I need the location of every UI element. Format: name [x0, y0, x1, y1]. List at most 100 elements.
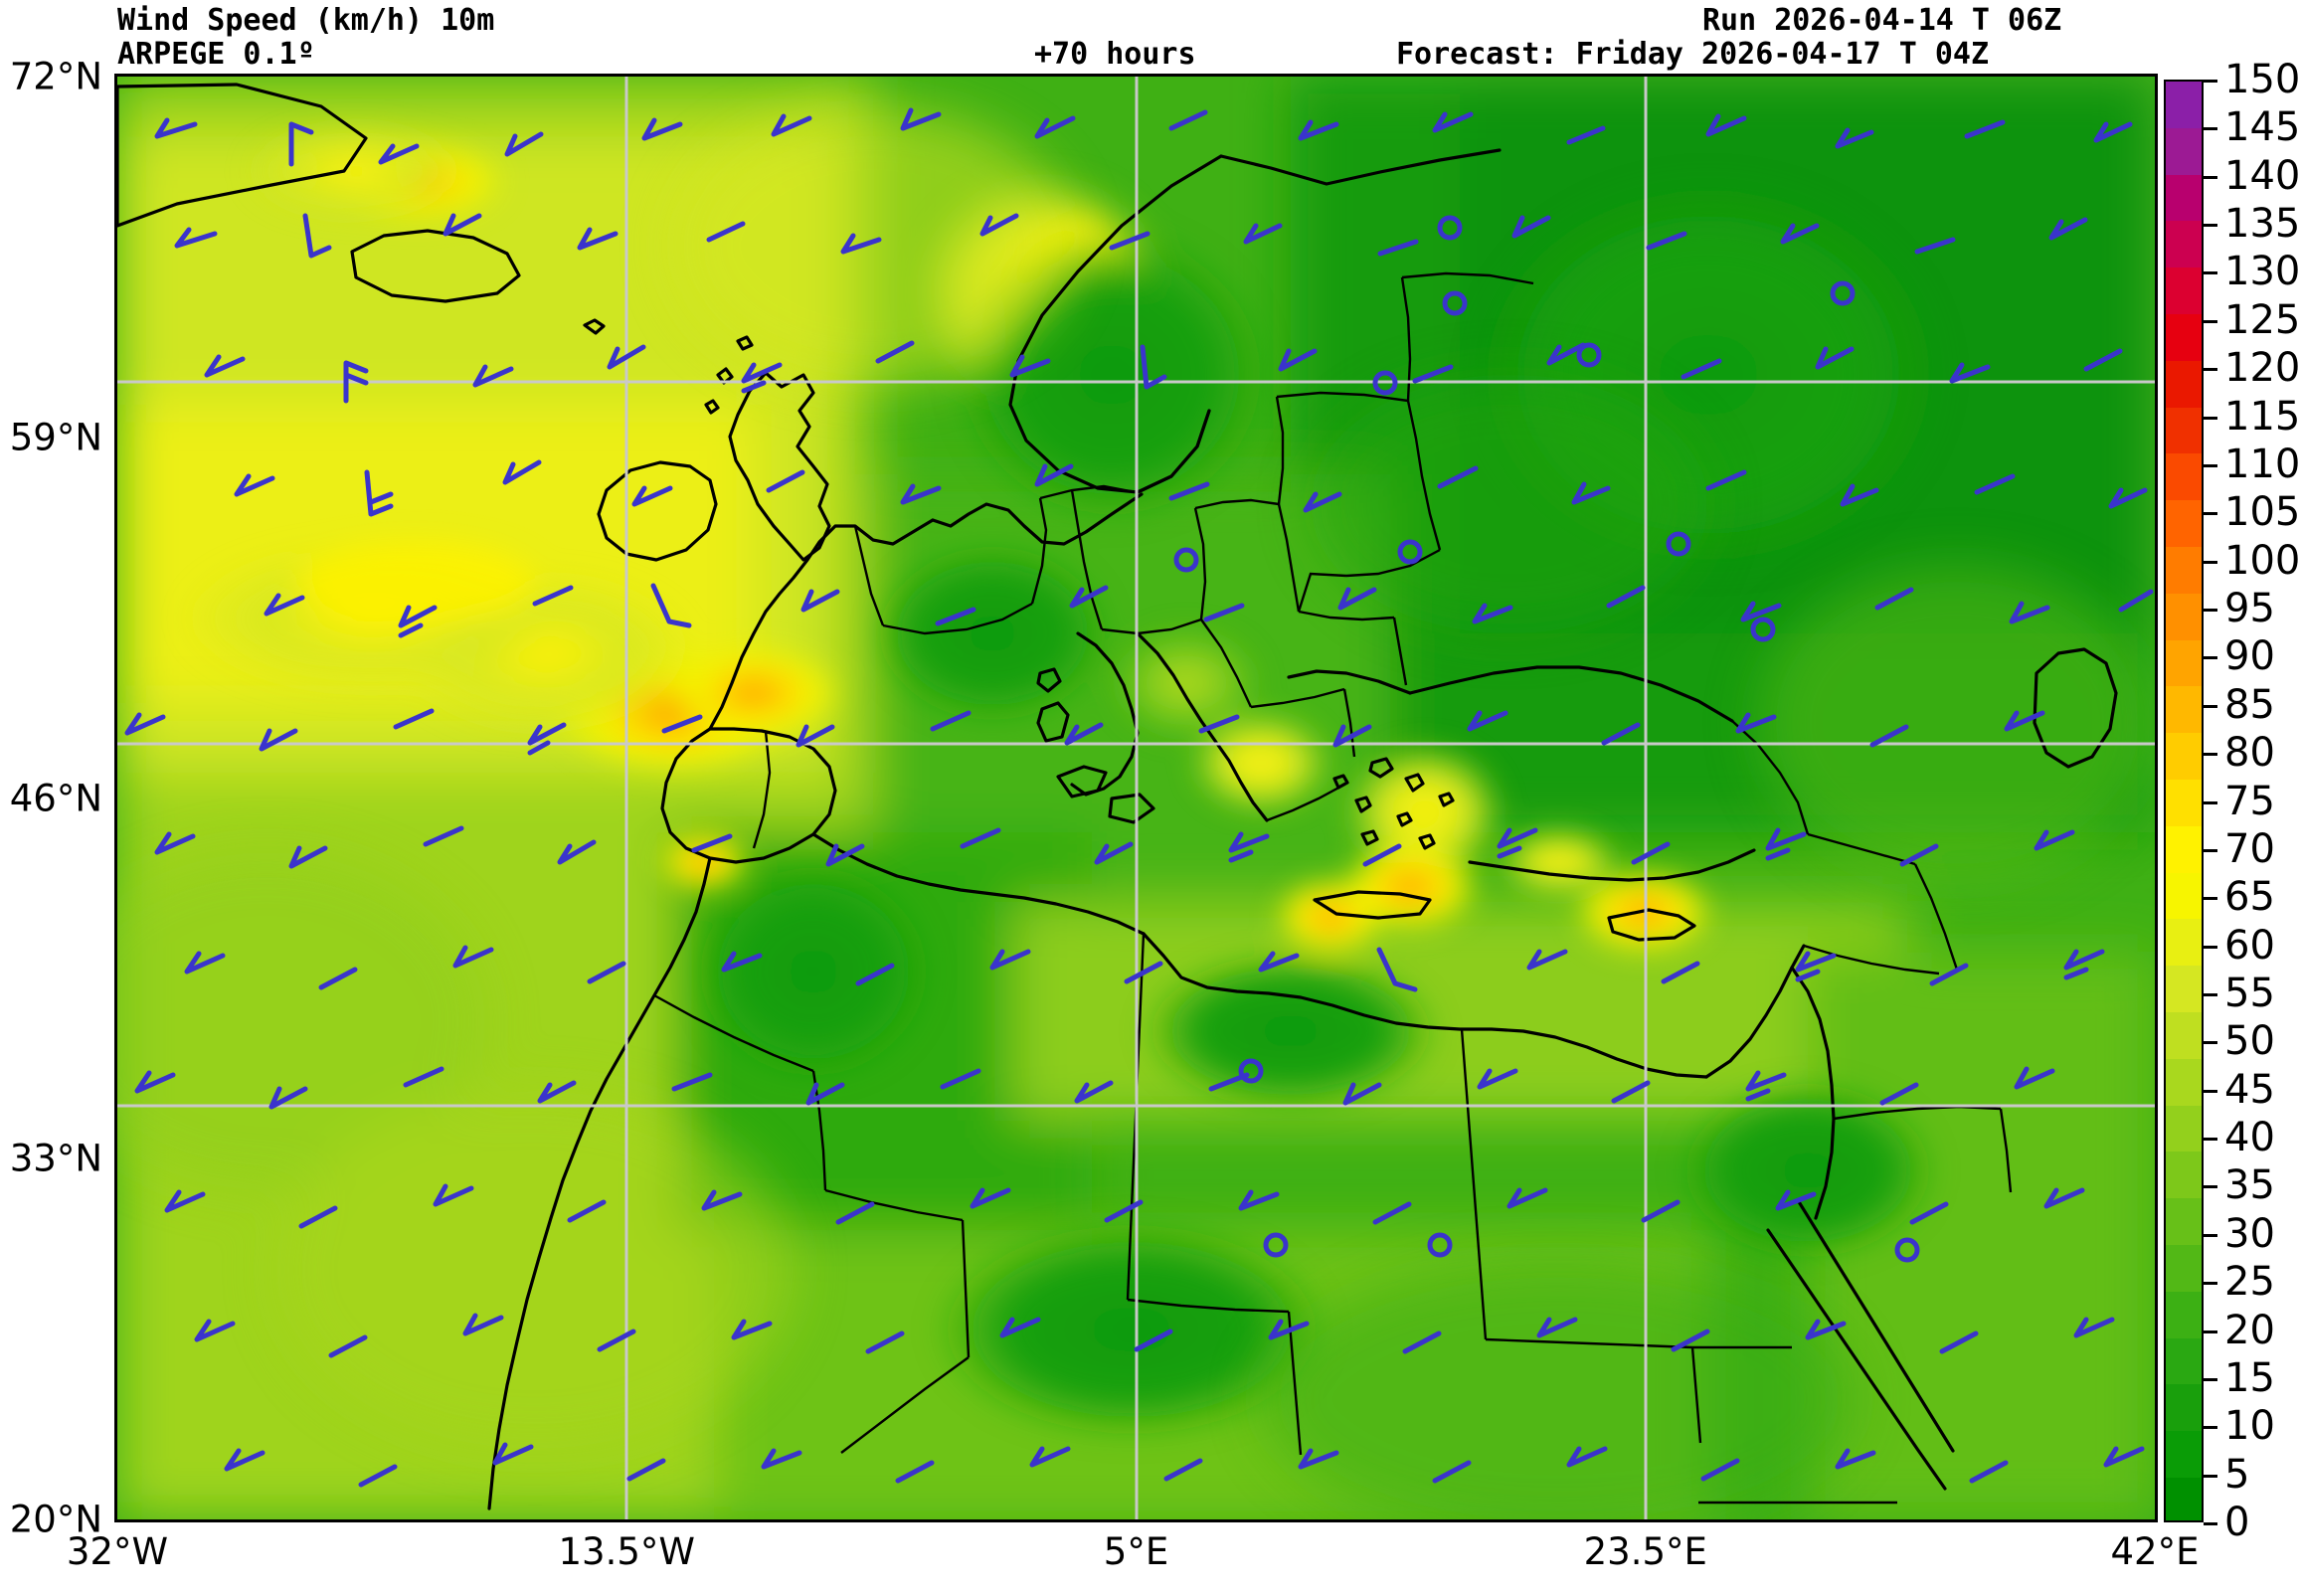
- colorbar-tick-label-90: 90: [2224, 633, 2275, 680]
- colorbar-tick-label-145: 145: [2224, 104, 2300, 151]
- colorbar-segment: [2166, 1058, 2202, 1106]
- colorbar-tick: [2204, 80, 2217, 83]
- colorbar-tick-label-0: 0: [2224, 1500, 2250, 1545]
- colorbar-tick: [2204, 945, 2217, 949]
- colorbar-segment: [2166, 1477, 2202, 1520]
- colorbar-tick-label-110: 110: [2224, 441, 2300, 487]
- colorbar-tick: [2204, 848, 2217, 852]
- colorbar-tick-label-15: 15: [2224, 1354, 2275, 1401]
- colorbar-segment: [2166, 313, 2202, 361]
- map-plot-area: [114, 74, 2158, 1522]
- colorbar-segment: [2166, 407, 2202, 454]
- colorbar-tick: [2204, 1041, 2217, 1045]
- latitude-tick-label-2: 46°N: [9, 777, 102, 819]
- colorbar-tick: [2204, 1426, 2217, 1430]
- map-canvas: [117, 77, 2155, 1519]
- calm-wind-symbols: [1173, 215, 1920, 1263]
- colorbar-tick: [2204, 416, 2217, 420]
- colorbar-tick: [2204, 897, 2217, 901]
- colorbar-tick-label-130: 130: [2224, 249, 2300, 295]
- colorbar-tick: [2204, 704, 2217, 708]
- model-label: ARPEGE 0.1º: [117, 37, 315, 72]
- colorbar-tick-label-150: 150: [2224, 57, 2300, 102]
- colorbar-tick: [2204, 271, 2217, 275]
- colorbar-tick-label-115: 115: [2224, 393, 2300, 440]
- longitude-tick-label-4: 42°E: [2110, 1530, 2200, 1573]
- coastlines-layer: [117, 83, 2118, 1510]
- colorbar-segment: [2166, 593, 2202, 640]
- colorbar-tick: [2204, 1138, 2217, 1142]
- longitude-tick-label-3: 23.5°E: [1583, 1530, 1707, 1573]
- colorbar-segment: [2166, 1152, 2202, 1199]
- colorbar-segment: [2166, 127, 2202, 175]
- colorbar-tick-label-125: 125: [2224, 296, 2300, 343]
- colorbar-segment: [2166, 546, 2202, 594]
- colorbar-tick: [2204, 1282, 2217, 1286]
- latitude-tick-label-0: 72°N: [9, 55, 102, 98]
- colorbar-segment: [2166, 360, 2202, 408]
- colorbar-tick: [2204, 609, 2217, 613]
- colorbar-segment: [2166, 872, 2202, 920]
- colorbar-tick: [2204, 1089, 2217, 1093]
- colorbar-segment: [2166, 1244, 2202, 1292]
- colorbar-tick-label-5: 5: [2224, 1451, 2250, 1498]
- colorbar-segment: [2166, 1337, 2202, 1385]
- colorbar-segment: [2166, 825, 2202, 873]
- longitude-tick-label-2: 5°E: [1103, 1530, 1169, 1573]
- colorbar-tick-label-35: 35: [2224, 1162, 2275, 1209]
- colorbar-tick: [2204, 368, 2217, 372]
- colorbar-tick-label-120: 120: [2224, 345, 2300, 392]
- colorbar-tick-label-25: 25: [2224, 1259, 2275, 1306]
- colorbar-tick: [2204, 1522, 2217, 1525]
- colorbar-tick: [2204, 1330, 2217, 1333]
- colorbar-tick-label-105: 105: [2224, 489, 2300, 536]
- colorbar-tick-label-85: 85: [2224, 681, 2275, 728]
- colorbar-segment: [2166, 639, 2202, 687]
- colorbar-tick-label-55: 55: [2224, 970, 2275, 1016]
- colorbar-tick: [2204, 753, 2217, 757]
- colorbar-tick-label-10: 10: [2224, 1403, 2275, 1450]
- colorbar-tick: [2204, 1377, 2217, 1381]
- colorbar-tick: [2204, 656, 2217, 660]
- colorbar-tick: [2204, 319, 2217, 323]
- colorbar-tick-label-40: 40: [2224, 1115, 2275, 1161]
- graticule-layer: [117, 77, 2155, 1519]
- colorbar-segment: [2166, 733, 2202, 780]
- colorbar-tick: [2204, 1185, 2217, 1189]
- colorbar-segment: [2166, 1011, 2202, 1059]
- colorbar-tick-label-45: 45: [2224, 1066, 2275, 1113]
- colorbar-tick: [2204, 224, 2217, 228]
- colorbar-segment: [2166, 1431, 2202, 1478]
- wind-barbs-layer: [124, 107, 2154, 1488]
- colorbar-segment: [2166, 500, 2202, 547]
- colorbar-segment: [2166, 1198, 2202, 1245]
- longitude-tick-label-0: 32°W: [66, 1530, 169, 1573]
- colorbar-tick: [2204, 560, 2217, 564]
- colorbar: [2164, 80, 2204, 1522]
- lead-time-label: +70 hours: [1034, 37, 1196, 72]
- colorbar-segment: [2166, 82, 2202, 128]
- colorbar-segment: [2166, 267, 2202, 314]
- colorbar-tick-label-75: 75: [2224, 778, 2275, 824]
- run-time-label: Run 2026-04-14 T 06Z: [1702, 3, 2062, 38]
- colorbar-tick-label-30: 30: [2224, 1210, 2275, 1257]
- colorbar-tick-label-20: 20: [2224, 1307, 2275, 1353]
- colorbar-segment: [2166, 1105, 2202, 1153]
- latitude-tick-label-4: 20°N: [9, 1498, 102, 1541]
- latitude-tick-label-1: 59°N: [9, 416, 102, 459]
- colorbar-tick-label-50: 50: [2224, 1018, 2275, 1065]
- colorbar-tick: [2204, 1474, 2217, 1478]
- forecast-valid-label: Forecast: Friday 2026-04-17 T 04Z: [1396, 37, 1990, 72]
- colorbar-tick: [2204, 127, 2217, 131]
- colorbar-segment: [2166, 174, 2202, 222]
- colorbar-tick-label-95: 95: [2224, 586, 2275, 632]
- colorbar-tick-label-65: 65: [2224, 874, 2275, 921]
- colorbar-tick: [2204, 512, 2217, 516]
- colorbar-segment: [2166, 221, 2202, 268]
- colorbar-segment: [2166, 919, 2202, 967]
- colorbar-segment: [2166, 453, 2202, 501]
- colorbar-segment: [2166, 966, 2202, 1012]
- colorbar-tick-label-60: 60: [2224, 922, 2275, 969]
- colorbar-tick: [2204, 800, 2217, 804]
